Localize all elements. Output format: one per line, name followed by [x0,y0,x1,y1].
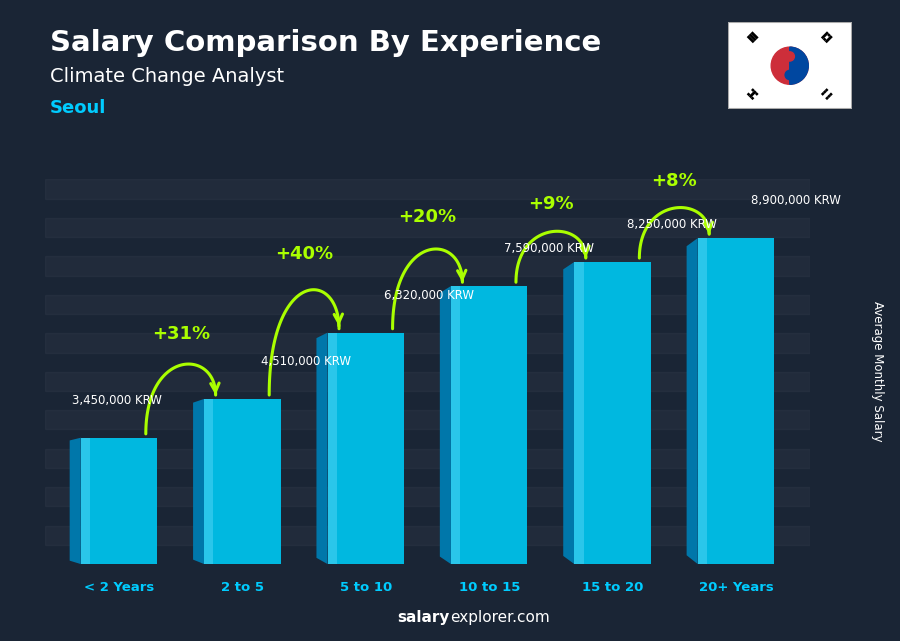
Bar [45,237,810,256]
Bar [45,333,810,353]
Polygon shape [69,438,81,564]
Text: +40%: +40% [275,245,333,263]
Text: salary: salary [398,610,450,625]
Bar [45,179,810,199]
Text: +31%: +31% [152,325,210,343]
Text: 7,590,000 KRW: 7,590,000 KRW [504,242,594,255]
Circle shape [785,71,795,79]
Text: 8,900,000 KRW: 8,900,000 KRW [751,194,841,207]
Bar [574,262,651,564]
Bar [45,487,810,506]
Text: +8%: +8% [652,172,698,190]
Bar [328,333,404,564]
Bar [45,199,810,218]
Polygon shape [194,399,204,564]
Bar [698,238,774,564]
Bar [698,238,706,564]
Text: 6,320,000 KRW: 6,320,000 KRW [384,289,474,302]
Text: 3,450,000 KRW: 3,450,000 KRW [72,394,162,407]
Text: +20%: +20% [399,208,456,226]
Bar [45,256,810,276]
Text: Climate Change Analyst: Climate Change Analyst [50,67,284,87]
Text: Salary Comparison By Experience: Salary Comparison By Experience [50,29,601,57]
Bar [81,438,90,564]
Polygon shape [687,238,698,564]
Bar [45,391,810,410]
Text: < 2 Years: < 2 Years [84,581,154,594]
Polygon shape [440,286,451,564]
Text: Average Monthly Salary: Average Monthly Salary [871,301,884,442]
Bar [45,429,810,449]
Bar [45,506,810,526]
Bar [45,295,810,314]
Text: 20+ Years: 20+ Years [698,581,773,594]
Bar [45,276,810,295]
Bar [451,286,460,564]
Circle shape [771,47,808,84]
Text: 2 to 5: 2 to 5 [220,581,264,594]
Text: Seoul: Seoul [50,99,106,117]
Polygon shape [317,333,328,564]
Bar [45,545,810,564]
Text: +9%: +9% [528,196,573,213]
Text: 15 to 20: 15 to 20 [582,581,644,594]
Bar [451,286,527,564]
Bar [81,438,158,564]
Bar [574,262,583,564]
Bar [45,449,810,468]
Bar [45,353,810,372]
Text: 5 to 10: 5 to 10 [339,581,392,594]
Polygon shape [563,262,574,564]
Bar [204,399,213,564]
Bar [328,333,337,564]
Text: 4,510,000 KRW: 4,510,000 KRW [261,355,351,368]
Bar [45,468,810,487]
Bar [45,218,810,237]
Bar [45,410,810,429]
Bar [45,314,810,333]
Text: 8,250,000 KRW: 8,250,000 KRW [627,218,717,231]
Bar [204,399,281,564]
Text: 10 to 15: 10 to 15 [458,581,520,594]
Wedge shape [790,47,808,84]
Bar [45,372,810,391]
Text: explorer.com: explorer.com [450,610,550,625]
Circle shape [785,52,795,61]
Bar [45,526,810,545]
